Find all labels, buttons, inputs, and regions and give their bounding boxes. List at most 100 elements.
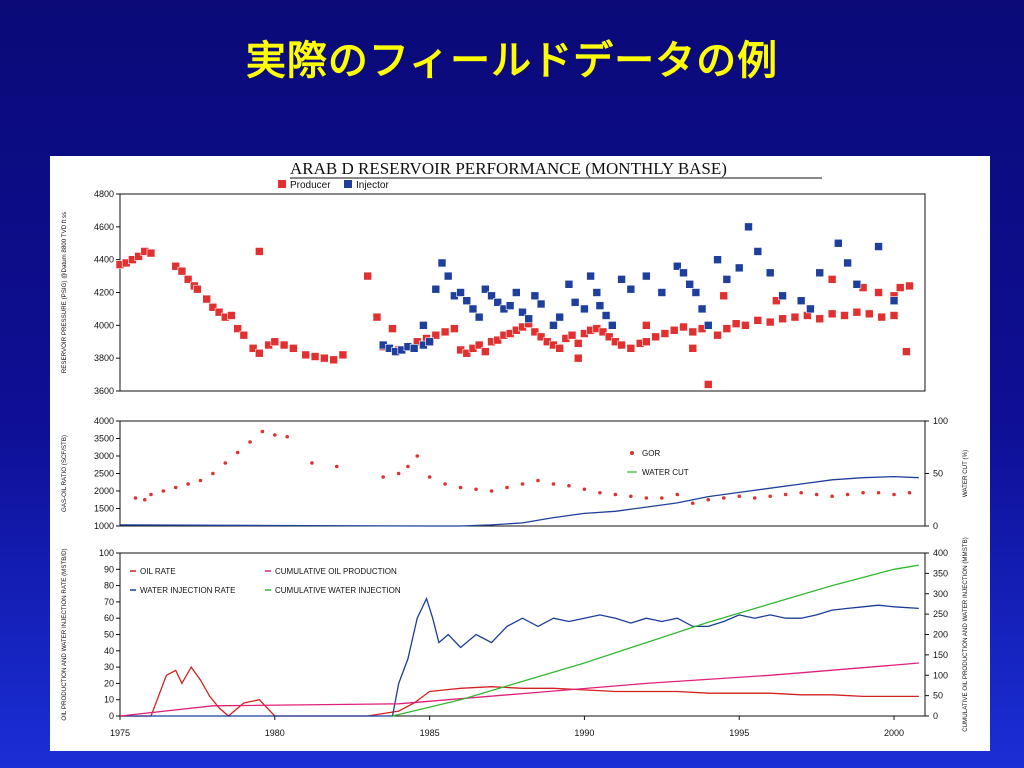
y-tick-label: 4000 (94, 320, 114, 330)
y-tick-label: 0 (109, 711, 114, 721)
data-point-gor (567, 483, 571, 488)
y-tick-label: 4000 (94, 416, 114, 426)
data-point-producer (679, 322, 688, 332)
data-point-injector (685, 279, 694, 289)
series-line-water-cut (119, 475, 919, 527)
data-point-injector (536, 299, 546, 309)
data-point-gor (149, 492, 153, 497)
data-point-producer (493, 335, 503, 345)
y-tick-label: 4800 (94, 189, 114, 199)
data-point-injector (524, 314, 533, 324)
x-tick-label: 1980 (265, 728, 285, 738)
data-point-injector (703, 321, 713, 330)
data-point-gor (783, 492, 788, 497)
y2-tick-label: 300 (933, 589, 948, 599)
series-line-water-injection-rate (120, 596, 919, 717)
data-point-producer (895, 283, 905, 292)
data-point-injector (843, 258, 852, 268)
data-point-gor (415, 454, 420, 458)
data-point-gor (235, 450, 240, 455)
data-point-gor (474, 487, 478, 492)
legend-producer-swatch (278, 180, 286, 188)
data-point-gor (830, 494, 834, 499)
legend-injector-label: Injector (356, 180, 389, 191)
data-point-gor (706, 497, 711, 502)
data-point-injector (697, 304, 707, 314)
y-tick-label: 40 (104, 646, 114, 656)
data-point-injector (592, 288, 602, 297)
data-point-injector (493, 298, 503, 307)
data-point-producer (239, 330, 249, 340)
data-point-gor (198, 478, 203, 483)
data-point-injector (530, 291, 540, 301)
data-point-injector (626, 284, 636, 294)
series-line-cumulative-oil-production (119, 662, 919, 717)
data-point-producer (617, 340, 626, 350)
data-point-injector (607, 321, 617, 330)
data-point-producer (905, 281, 914, 291)
data-point-producer (778, 314, 787, 324)
data-point-producer (741, 321, 750, 330)
x-tick-label: 1995 (729, 728, 749, 738)
data-point-injector (437, 258, 447, 268)
plot-frame-rates-cumulative (119, 552, 926, 717)
data-point-injector (580, 304, 589, 314)
data-point-producer (320, 353, 329, 363)
y-tick-label: 4400 (94, 255, 114, 265)
data-point-producer (713, 330, 722, 340)
data-point-producer (753, 316, 763, 325)
data-point-gor (861, 490, 865, 495)
legend-water-cut-label: WATER CUT (642, 468, 689, 477)
data-point-injector (462, 296, 472, 306)
y-axis-label: RESERVOIR PRESSURE (PSIG) @Datum 8800 TV… (61, 212, 68, 373)
data-point-producer (338, 350, 348, 360)
data-point-producer (372, 312, 382, 322)
data-point-injector (570, 298, 580, 307)
data-point-gor (660, 496, 664, 500)
data-point-producer (134, 252, 143, 261)
y2-tick-label: 0 (933, 711, 938, 721)
y-axis-label: GAS-OIL RATIO (SCF/STB) (61, 435, 68, 512)
data-point-gor (598, 490, 602, 495)
data-point-injector (468, 304, 478, 314)
y2-tick-label: 150 (933, 650, 948, 660)
y2-tick-label: 200 (933, 630, 948, 640)
data-point-producer (310, 352, 320, 361)
data-point-gor (644, 496, 649, 500)
y2-tick-label: 250 (933, 609, 948, 619)
data-point-producer (573, 353, 583, 363)
y-tick-label: 60 (104, 613, 114, 623)
data-point-producer (660, 329, 670, 338)
data-point-gor (582, 487, 587, 492)
data-point-producer (481, 347, 490, 356)
data-point-gor (814, 492, 819, 497)
data-point-producer (462, 348, 472, 358)
y2-tick-label: 50 (933, 469, 943, 479)
y2-tick-label: 50 (933, 691, 943, 701)
x-tick-label: 1985 (420, 728, 440, 738)
data-point-producer (827, 309, 837, 319)
data-point-producer (227, 311, 236, 320)
data-point-injector (765, 268, 775, 278)
data-point-injector (443, 271, 453, 281)
data-point-gor (161, 489, 166, 493)
data-point-producer (183, 275, 193, 284)
data-point-gor (876, 490, 881, 495)
data-point-gor (334, 464, 339, 469)
slide-title: 実際のフィールドデータの例 (245, 38, 779, 84)
data-point-injector (753, 247, 763, 256)
data-point-gor (443, 482, 447, 486)
data-point-gor (489, 489, 494, 493)
data-point-injector (744, 222, 753, 232)
data-point-producer (214, 307, 224, 317)
data-point-producer (536, 332, 546, 342)
data-point-gor (458, 485, 463, 490)
data-point-producer (440, 327, 450, 337)
data-point-producer (567, 330, 577, 340)
data-point-gor (752, 496, 757, 500)
data-point-injector (713, 255, 722, 264)
y-tick-label: 2500 (94, 469, 114, 479)
data-point-gor (690, 501, 695, 506)
data-point-producer (642, 337, 651, 347)
data-point-producer (669, 325, 679, 335)
